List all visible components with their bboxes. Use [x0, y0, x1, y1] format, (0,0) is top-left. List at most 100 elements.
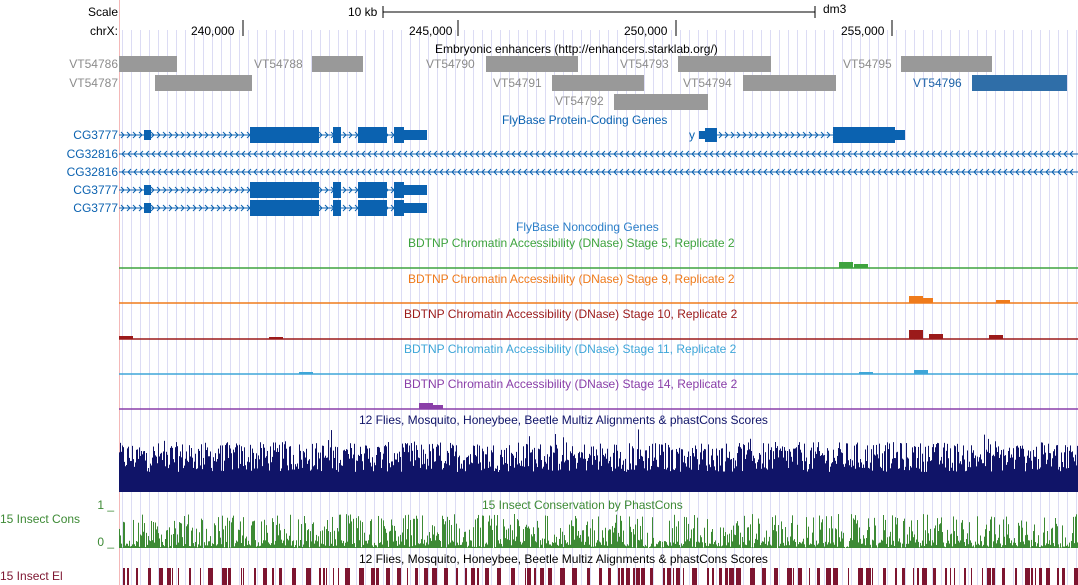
- gene-strand-chevron: [619, 150, 624, 158]
- gene-strand-chevron: [175, 168, 180, 176]
- enhancer-label-vt54792[interactable]: VT54792: [555, 94, 604, 108]
- gene-strand-chevron: [283, 150, 288, 158]
- multiz-bar: [603, 454, 604, 492]
- multiz-bar: [470, 454, 471, 492]
- protein-coding-gene-track[interactable]: [119, 127, 1078, 216]
- multiz-bar: [763, 443, 764, 492]
- multiz-bar: [847, 443, 848, 492]
- multiz-bar: [200, 465, 201, 492]
- multiz-bar: [308, 460, 309, 492]
- dnase-tracks[interactable]: [119, 262, 1078, 410]
- cons-bar: [851, 514, 852, 548]
- multiz-bar: [1068, 468, 1069, 492]
- cons-bar: [149, 540, 150, 548]
- multiz-bar: [605, 453, 606, 492]
- multiz-bar: [791, 456, 792, 492]
- cons-bar: [575, 515, 576, 548]
- cons-bar: [386, 532, 387, 548]
- cons-bar: [908, 543, 909, 548]
- multiz-bar: [170, 447, 171, 492]
- gene-strand-chevron: [571, 150, 576, 158]
- cons-bar: [1000, 543, 1001, 548]
- cons-bar: [1065, 537, 1066, 548]
- cons-bar: [630, 526, 631, 548]
- cons-bar: [338, 531, 339, 548]
- elements-left-label[interactable]: 15 Insect El: [0, 569, 63, 583]
- multiz-bar: [160, 453, 161, 492]
- multiz-bar: [881, 468, 882, 492]
- multiz-bar: [454, 456, 455, 492]
- multiz-bar: [689, 467, 690, 492]
- multiz-bar: [884, 451, 885, 492]
- enhancer-left-label-1[interactable]: VT54786: [69, 57, 118, 71]
- multiz-bar: [422, 464, 423, 492]
- conserved-element: [636, 568, 640, 585]
- gene-label-cg3777-2[interactable]: CG3777: [73, 183, 118, 197]
- gene-exon: [705, 128, 717, 142]
- cons-bar: [196, 528, 197, 548]
- cons-bar: [627, 544, 628, 548]
- cons-bar: [698, 541, 699, 548]
- track-data-area[interactable]: 10 kb dm3 240,000 245,000 250,000 255,00…: [119, 0, 1078, 585]
- cons-bar: [1036, 546, 1037, 548]
- gene-strand-chevron: [787, 150, 792, 158]
- gene-label-cg32816-1[interactable]: CG32816: [66, 147, 118, 161]
- cons-bar: [549, 544, 550, 548]
- cons-bar: [986, 524, 987, 548]
- cons-bar: [909, 526, 910, 548]
- elements-track[interactable]: [123, 568, 1078, 585]
- gene-label-y[interactable]: y: [689, 128, 695, 142]
- gene-strand-chevron: [1069, 150, 1074, 158]
- cons-bar: [227, 517, 228, 548]
- enhancer-track[interactable]: [119, 56, 1067, 110]
- enhancer-label-vt54788[interactable]: VT54788: [254, 57, 303, 71]
- multiz-bar: [842, 453, 843, 492]
- multiz-bar: [734, 468, 735, 492]
- cons-track[interactable]: [119, 514, 1078, 548]
- gene-label-cg3777-3[interactable]: CG3777: [73, 201, 118, 215]
- gene-strand-chevron: [727, 168, 732, 176]
- enhancer-label-vt54796[interactable]: VT54796: [913, 76, 962, 90]
- conserved-element: [676, 568, 680, 585]
- cons-bar: [299, 545, 300, 548]
- cons-bar: [276, 524, 277, 548]
- multiz-bar: [597, 455, 598, 492]
- gene-strand-chevron: [778, 131, 783, 139]
- multiz-bar: [930, 461, 931, 492]
- gene-strand-chevron: [337, 150, 342, 158]
- multiz-bar: [673, 469, 674, 492]
- multiz-track[interactable]: [119, 429, 1078, 492]
- multiz-bar: [293, 454, 294, 492]
- cons-bar: [399, 544, 400, 548]
- cons-bar: [294, 547, 295, 548]
- multiz-bar: [957, 443, 958, 492]
- enhancer-label-vt54790[interactable]: VT54790: [426, 57, 475, 71]
- gene-label-cg3777-1[interactable]: CG3777: [73, 128, 118, 142]
- cons-bar: [525, 526, 526, 548]
- enhancer-label-vt54791[interactable]: VT54791: [493, 76, 542, 90]
- gene-label-cg32816-2[interactable]: CG32816: [66, 165, 118, 179]
- multiz-bar: [1010, 457, 1011, 492]
- multiz-bar: [540, 444, 541, 492]
- conserved-element: [323, 568, 325, 585]
- conserved-element: [712, 568, 714, 585]
- multiz-bar: [826, 460, 827, 492]
- enhancer-left-label-2[interactable]: VT54787: [69, 76, 118, 90]
- cons-left-label[interactable]: 15 Insect Cons: [0, 512, 81, 526]
- conserved-element: [254, 568, 256, 585]
- enhancer-label-vt54793[interactable]: VT54793: [620, 57, 669, 71]
- cons-bar: [819, 515, 820, 548]
- cons-bar: [756, 533, 757, 548]
- cons-bar: [608, 530, 609, 548]
- multiz-bar: [282, 442, 283, 492]
- gene-strand-chevron: [318, 186, 323, 194]
- multiz-bar: [877, 454, 878, 492]
- cons-bar: [434, 526, 435, 548]
- gene-strand-chevron: [991, 150, 996, 158]
- enhancer-label-vt54795[interactable]: VT54795: [843, 57, 892, 71]
- enhancer-label-vt54794[interactable]: VT54794: [683, 76, 732, 90]
- multiz-bar: [910, 466, 911, 492]
- multiz-bar: [431, 468, 432, 492]
- multiz-bar: [865, 449, 866, 492]
